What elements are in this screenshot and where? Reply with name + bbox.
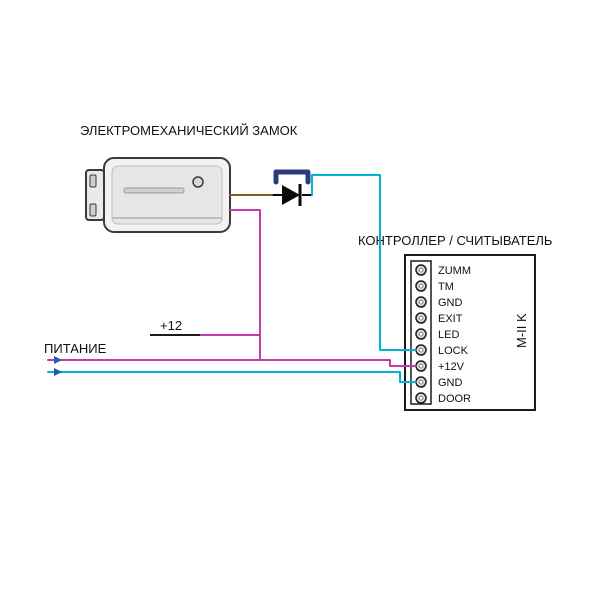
controller-title: КОНТРОЛЛЕР / СЧИТЫВАТЕЛЬ [358,233,552,248]
diode-icon [272,172,312,206]
terminal-label: LOCK [438,345,469,357]
wire-lock-cyan [312,175,416,350]
lock-icon [86,158,230,232]
controller-module: ZUMM TM GND EXIT LED LOCK +12V GND DOOR M-II K [405,255,535,410]
terminal-label: GND [438,377,463,389]
wiring-diagram: ЭЛЕКТРОМЕХАНИЧЕСКИЙ ЗАМОК КОНТРОЛЛЕР / С… [0,0,600,600]
plus12-label: +12 [160,318,182,333]
terminal-label: EXIT [438,313,463,325]
power-arrow-top [54,356,62,364]
power-arrow-bot [54,368,62,376]
wire-power-plus12 [48,360,416,366]
terminal-label: LED [438,329,459,341]
terminal-label: GND [438,297,463,309]
lock-title: ЭЛЕКТРОМЕХАНИЧЕСКИЙ ЗАМОК [80,123,298,138]
terminal-label: DOOR [438,393,471,405]
power-label: ПИТАНИЕ [44,341,107,356]
terminal-label: ZUMM [438,265,471,277]
controller-model: M-II K [514,313,529,348]
terminal-label: TM [438,281,454,293]
wire-power-gnd [48,372,416,382]
terminal-label: +12V [438,361,465,373]
